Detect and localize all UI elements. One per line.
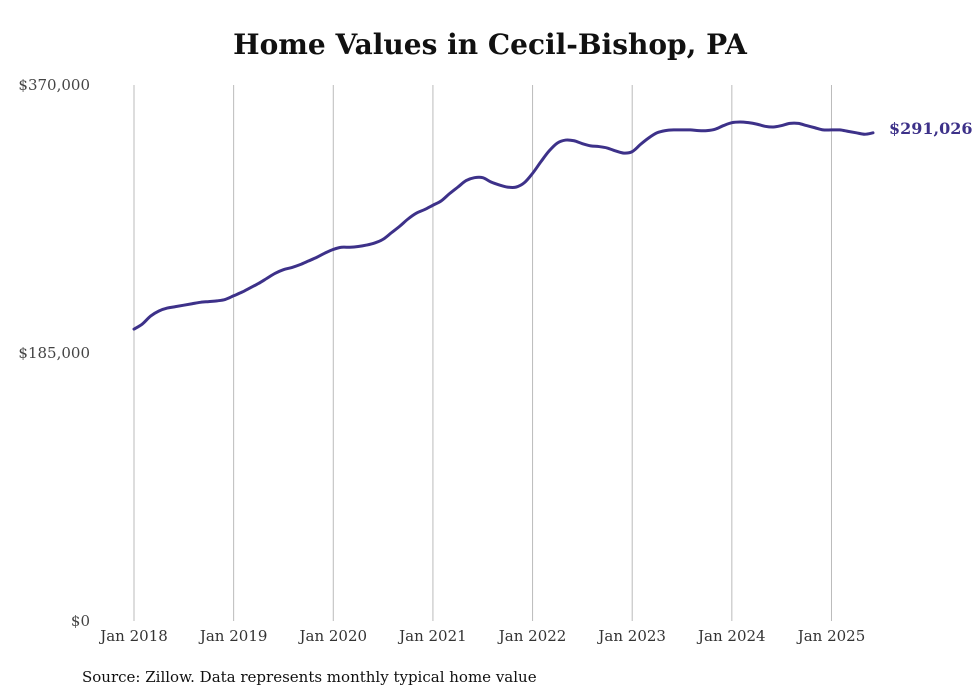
y-axis-ticks: $0 $185,000 $370,000 — [18, 76, 90, 630]
series-line-home-values — [132, 120, 875, 331]
x-tick-label: Jan 2023 — [596, 627, 666, 645]
y-tick-label: $370,000 — [18, 76, 90, 94]
x-tick-label: Jan 2021 — [397, 627, 467, 645]
x-tick-label: Jan 2025 — [796, 627, 866, 645]
x-tick-label: Jan 2019 — [198, 627, 268, 645]
end-value-label: $291,026 — [889, 119, 973, 138]
source-note: Source: Zillow. Data represents monthly … — [82, 668, 537, 686]
x-tick-label: Jan 2020 — [297, 627, 367, 645]
x-tick-label: Jan 2022 — [497, 627, 567, 645]
y-tick-label: $0 — [71, 612, 90, 630]
grid-lines — [133, 85, 832, 621]
x-tick-label: Jan 2024 — [696, 627, 766, 645]
y-tick-label: $185,000 — [18, 344, 90, 362]
x-axis-ticks: Jan 2018 Jan 2019 Jan 2020 Jan 2021 Jan 2022… — [98, 627, 865, 645]
chart-title: Home Values in Cecil-Bishop, PA — [233, 28, 747, 61]
x-tick-label: Jan 2018 — [98, 627, 168, 645]
